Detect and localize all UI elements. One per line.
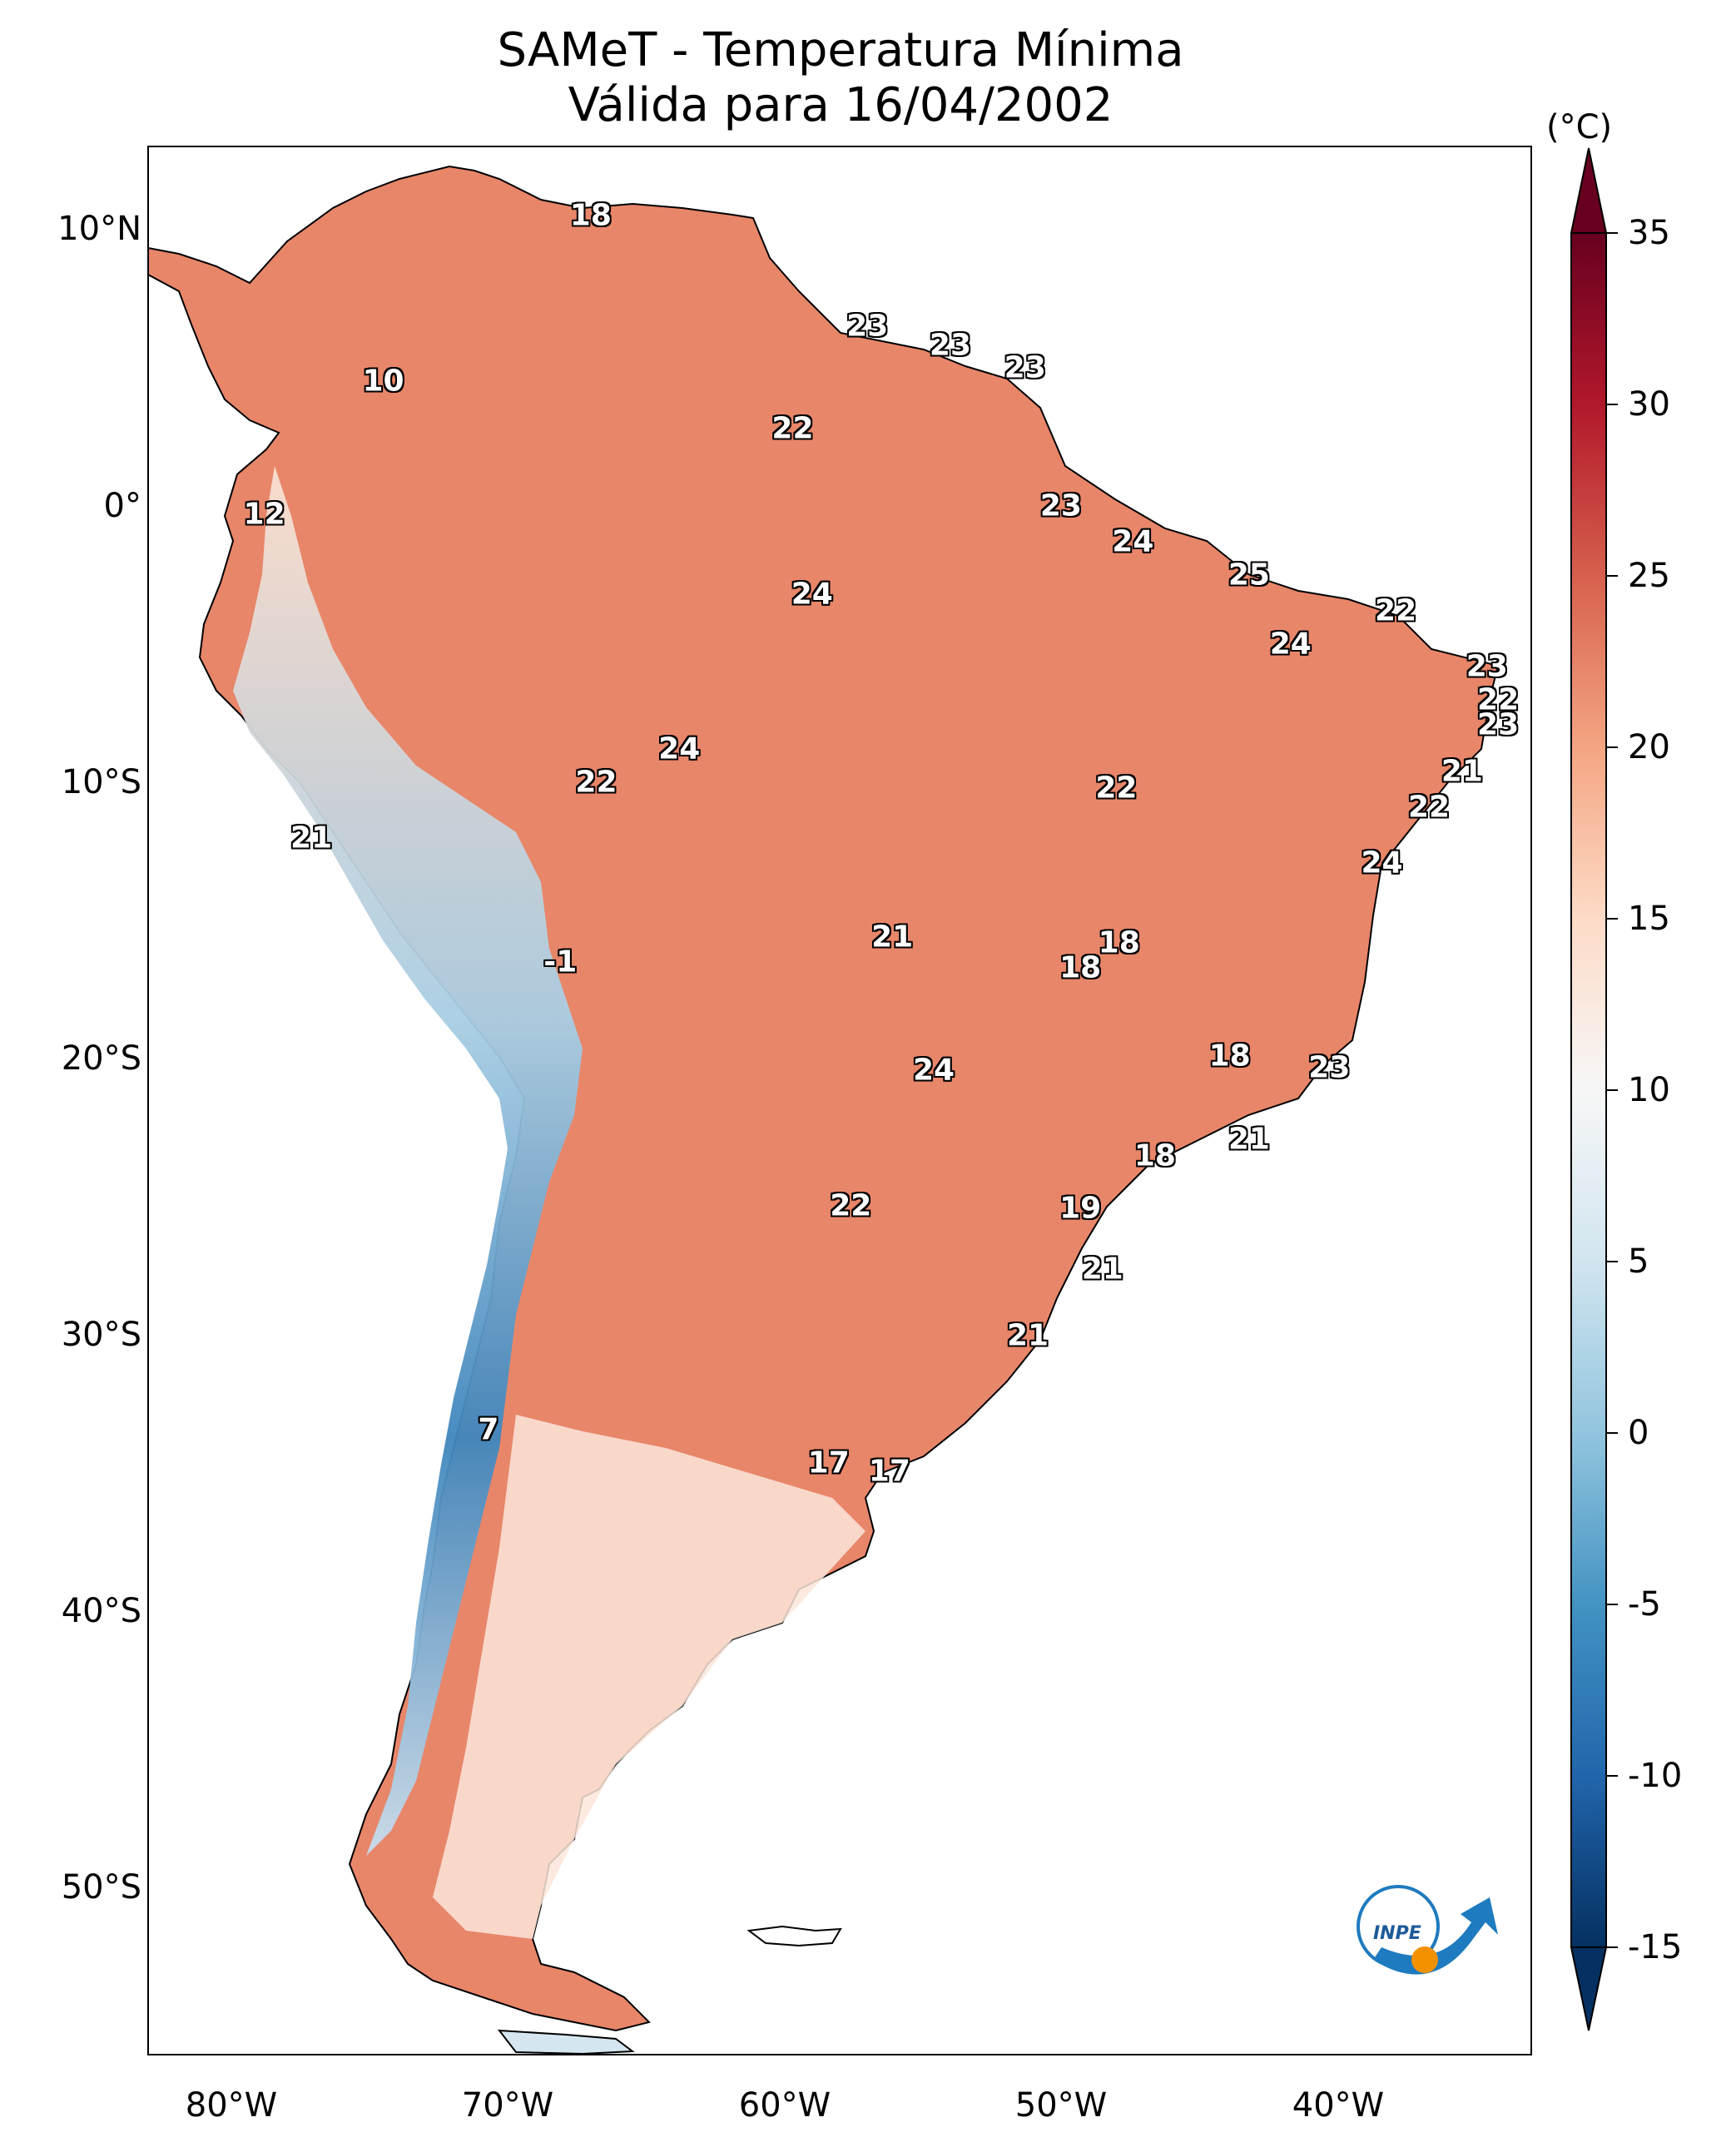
city-temperature-label: 24 [1361, 845, 1403, 880]
city-temperature-label: 12 [243, 497, 285, 532]
colorbar-unit: (°C) [1546, 108, 1613, 146]
city-temperature-label: 24 [912, 1053, 955, 1088]
title-line-1: SAMeT - Temperatura Mínima [497, 23, 1184, 77]
lon-tick-60w: 60°W [738, 2086, 831, 2125]
title-line-2: Válida para 16/04/2002 [568, 78, 1114, 132]
tierra-del-fuego [497, 2029, 635, 2055]
city-temperature-label: 17 [807, 1445, 850, 1480]
colorbar-bottom-arrow [1570, 1946, 1608, 2031]
inpe-logo-dot [1411, 1946, 1438, 1973]
lon-tick-50w: 50°W [1014, 2086, 1108, 2125]
colorbar-tick-label: -5 [1628, 1585, 1661, 1624]
city-temperature-label: 17 [868, 1454, 910, 1489]
colorbar-tick-label: 10 [1628, 1071, 1670, 1109]
city-temperature-label: 24 [658, 731, 701, 766]
colorbar-tick-label: 25 [1628, 557, 1670, 595]
city-temperature-label: 22 [1407, 790, 1451, 825]
city-temperature-label: 25 [1228, 558, 1270, 593]
colorbar-tick-label: 20 [1628, 728, 1670, 766]
city-temperature-label: 24 [1269, 627, 1312, 662]
city-temperature-label: 22 [1095, 771, 1138, 806]
city-temperature-label: 22 [1375, 593, 1417, 628]
falkland-islands [746, 1925, 842, 1947]
city-temperature-label: 21 [290, 821, 333, 855]
colorbar-tick-label: 35 [1628, 214, 1670, 252]
lat-tick-10n: 10°N [57, 210, 141, 248]
lat-tick-30s: 30°S [61, 1316, 141, 1354]
city-temperature-label: 23 [1004, 350, 1046, 385]
colorbar-body [1570, 232, 1607, 1948]
city-temperature-label: -1 [543, 945, 578, 979]
colorbar-tick-label: -15 [1628, 1928, 1683, 1966]
city-temperature-label: 24 [1112, 524, 1154, 559]
colorbar-tick-label: 15 [1628, 900, 1670, 938]
patagonia-pale-region [433, 1415, 866, 1939]
city-temperature-label: 21 [1228, 1122, 1270, 1157]
city-temperature-label: 18 [1208, 1039, 1251, 1074]
inpe-logo: INPE [1357, 1885, 1498, 1975]
inpe-logo-arrow [1373, 1897, 1498, 1975]
lat-tick-50s: 50°S [61, 1868, 141, 1907]
city-temperature-label: 23 [1308, 1050, 1351, 1085]
city-temperature-label: 21 [1006, 1318, 1049, 1353]
colorbar-tick-label: -10 [1628, 1757, 1683, 1795]
city-temperature-label: 23 [929, 328, 972, 363]
city-temperature-label: 22 [830, 1188, 872, 1223]
city-temperature-label: 23 [1477, 707, 1520, 742]
colorbar [1570, 147, 1618, 2031]
city-temperature-label: 22 [771, 411, 814, 446]
lat-tick-10s: 10°S [61, 763, 141, 801]
colorbar-top-arrow [1570, 147, 1608, 234]
lat-tick-40s: 40°S [61, 1592, 141, 1630]
lat-tick-20s: 20°S [61, 1039, 141, 1078]
colorbar-tick-label: 0 [1628, 1414, 1649, 1452]
lon-tick-40w: 40°W [1292, 2086, 1385, 2125]
city-temperature-label: 24 [791, 577, 833, 612]
city-temperature-label: 10 [362, 364, 404, 399]
city-temperature-label: 18 [1133, 1138, 1176, 1173]
map-title: SAMeT - Temperatura Mínima Válida para 1… [150, 23, 1531, 133]
lon-tick-70w: 70°W [461, 2086, 554, 2125]
city-temperature-label: 21 [1081, 1252, 1123, 1287]
city-temperature-label: 23 [1466, 649, 1508, 684]
lat-tick-0: 0° [103, 487, 141, 525]
city-temperature-label: 19 [1059, 1191, 1102, 1226]
city-temperature-label: 18 [1059, 950, 1102, 985]
city-temperature-label: 18 [1098, 925, 1140, 960]
colorbar-tick-label: 30 [1628, 385, 1670, 424]
city-temperature-label: 7 [478, 1412, 499, 1447]
city-temperature-label: 21 [871, 920, 914, 955]
city-temperature-label: 23 [846, 309, 889, 344]
city-temperature-label: 22 [1477, 682, 1520, 717]
city-temperature-label: 23 [1039, 488, 1082, 523]
andes-cold-region [233, 466, 583, 1856]
colorbar-tick-label: 5 [1628, 1242, 1649, 1281]
city-temperature-label: 22 [575, 765, 618, 800]
lon-tick-80w: 80°W [185, 2086, 278, 2125]
inpe-logo-text: INPE [1373, 1923, 1421, 1944]
city-temperature-label: 18 [569, 198, 612, 233]
city-temperature-label: 21 [1441, 754, 1483, 789]
